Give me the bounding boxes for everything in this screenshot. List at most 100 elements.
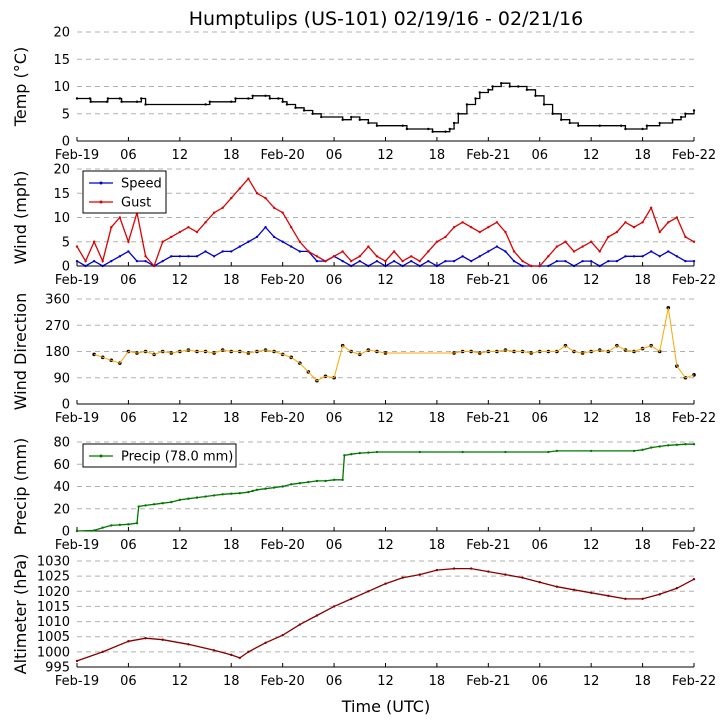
- precip-x-tick-label: 06: [531, 538, 548, 553]
- precip-precip-78-0-mm-point: [315, 479, 319, 483]
- wind-x-tick-label: 18: [429, 273, 446, 288]
- precip-precip-78-0-mm-point: [221, 493, 224, 496]
- altimeter-altimeter-line: [76, 567, 695, 662]
- altimeter-x-tick-label: Feb-19: [55, 674, 99, 689]
- altimeter-altimeter-point: [469, 567, 473, 570]
- temp-temperature-point: [491, 85, 494, 88]
- temp-x-tick-label: 12: [583, 148, 600, 163]
- altimeter-altimeter-point: [281, 634, 284, 637]
- altimeter-altimeter-point: [658, 593, 661, 596]
- wind-gust-point: [615, 230, 619, 234]
- precip-precip-78-0-mm-point: [137, 505, 140, 508]
- precip-precip-78-0-mm-point: [264, 487, 267, 490]
- wind-gust-point: [435, 240, 439, 243]
- precip-precip-78-0-mm-point: [144, 504, 147, 507]
- altimeter-altimeter-point: [435, 568, 439, 572]
- wind-x-tick-label: 06: [120, 273, 137, 288]
- altimeter-altimeter-point: [101, 650, 104, 654]
- wind-speed-point: [624, 255, 627, 258]
- wind-speed-point: [504, 250, 507, 253]
- temp-x-tick-label: Feb-22: [672, 148, 716, 163]
- figure-title: Humptulips (US-101) 02/19/16 - 02/21/16: [189, 8, 584, 30]
- wind-legend-label: Speed: [121, 177, 162, 192]
- wind-gust-point: [367, 245, 370, 248]
- wind-x-tick-label: 12: [172, 273, 189, 288]
- precip-precip-78-0-mm-point: [118, 523, 122, 527]
- precip-precip-78-0-mm-line: [76, 443, 694, 532]
- altimeter-altimeter-point: [675, 587, 679, 590]
- precip-precip-78-0-mm-point: [152, 503, 156, 506]
- wind-speed-point: [272, 235, 276, 239]
- wind-legend: Speed Gust: [82, 170, 167, 214]
- altimeter-altimeter-point: [641, 597, 644, 601]
- temp-temperature-point: [577, 124, 580, 127]
- wind-speed-point: [110, 259, 113, 263]
- altimeter-altimeter-point: [572, 588, 576, 591]
- wind-speed-point: [255, 235, 259, 239]
- temp-temperature-point: [474, 97, 477, 100]
- altimeter-altimeter-point: [607, 594, 610, 598]
- precip-precip-78-0-mm-point: [247, 490, 250, 494]
- wind-speed-point: [469, 259, 473, 263]
- wind-speed-point: [195, 255, 199, 258]
- wind-speed-point: [264, 226, 267, 229]
- wind-gust-point: [290, 226, 293, 229]
- precip-precip-78-0-mm-point: [187, 497, 190, 500]
- altimeter-y-axis-label: Altimeter (hPa): [11, 554, 30, 675]
- wind-gust-point: [581, 245, 584, 248]
- wind-speed-point: [367, 264, 370, 268]
- temp-temperature-point: [89, 100, 92, 103]
- wind-y-axis-label: Wind (mph): [11, 171, 30, 265]
- precip-precip-78-0-mm-point: [350, 453, 353, 456]
- temp-temperature-point: [302, 109, 306, 112]
- wind-gust-point: [392, 250, 396, 253]
- wind-x-tick-label: Feb-19: [55, 273, 99, 288]
- wind-speed-point: [75, 259, 79, 263]
- precip-precip-78-0-mm-point: [555, 449, 559, 453]
- precip-precip-78-0-mm-point: [75, 529, 79, 533]
- wind-speed-point: [230, 250, 233, 253]
- temp-temperature-point: [375, 124, 379, 127]
- temp-temperature-point: [75, 97, 79, 100]
- altimeter-altimeter-point: [238, 656, 242, 660]
- temp-temperature-point: [208, 100, 212, 103]
- wind-y-tick-label: 10: [53, 211, 70, 226]
- wind-gust-point: [178, 230, 182, 234]
- altimeter-altimeter-point: [315, 614, 319, 617]
- altimeter-altimeter-point: [555, 585, 559, 588]
- wind-gust-point: [495, 221, 499, 224]
- temp-temperature-point: [106, 97, 110, 100]
- altimeter-altimeter-point: [367, 590, 370, 593]
- wind-speed-point: [589, 259, 593, 263]
- direction-x-tick-label: Feb-21: [466, 411, 510, 426]
- precip-precip-78-0-mm-point: [110, 524, 113, 527]
- direction-x-tick-label: Feb-20: [261, 411, 305, 426]
- x-axis-label: Time (UTC): [341, 697, 430, 716]
- temp-temperature-point: [358, 118, 361, 121]
- precip-precip-78-0-mm-point: [632, 449, 636, 453]
- wind-legend-label: Gust: [121, 196, 151, 211]
- wind-y-tick-label: 20: [53, 163, 70, 178]
- wind-speed-point: [684, 259, 687, 263]
- wind-gust-point: [572, 250, 576, 253]
- wind-gust-point: [418, 259, 421, 263]
- temp-x-tick-label: 06: [326, 148, 343, 163]
- precip-precip-78-0-mm-point: [367, 451, 370, 454]
- temp-temperature-point: [268, 97, 272, 100]
- precip-legend-label: Precip (78.0 mm): [121, 450, 233, 465]
- wind-speed-point: [212, 255, 216, 258]
- wind-gust-point: [624, 221, 627, 224]
- wind-speed-point: [127, 250, 130, 253]
- precip-precip-78-0-mm-point: [589, 449, 593, 453]
- wind-gust-point: [75, 245, 79, 248]
- precip-precip-78-0-mm-point: [375, 450, 379, 454]
- temp-temperature-point: [508, 85, 511, 88]
- temp-y-tick-label: 5: [62, 107, 70, 122]
- altimeter-altimeter-point: [452, 567, 456, 570]
- wind-gust-point: [684, 235, 687, 239]
- altimeter-x-tick-label: Feb-22: [672, 674, 716, 689]
- temp-temperature-point: [499, 82, 503, 85]
- temp-x-tick-label: Feb-20: [261, 148, 305, 163]
- temp-temperature-point: [135, 100, 139, 103]
- wind-gust-point: [512, 250, 516, 253]
